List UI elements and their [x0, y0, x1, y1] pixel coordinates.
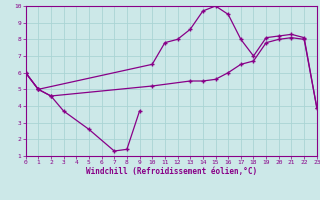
- X-axis label: Windchill (Refroidissement éolien,°C): Windchill (Refroidissement éolien,°C): [86, 167, 257, 176]
